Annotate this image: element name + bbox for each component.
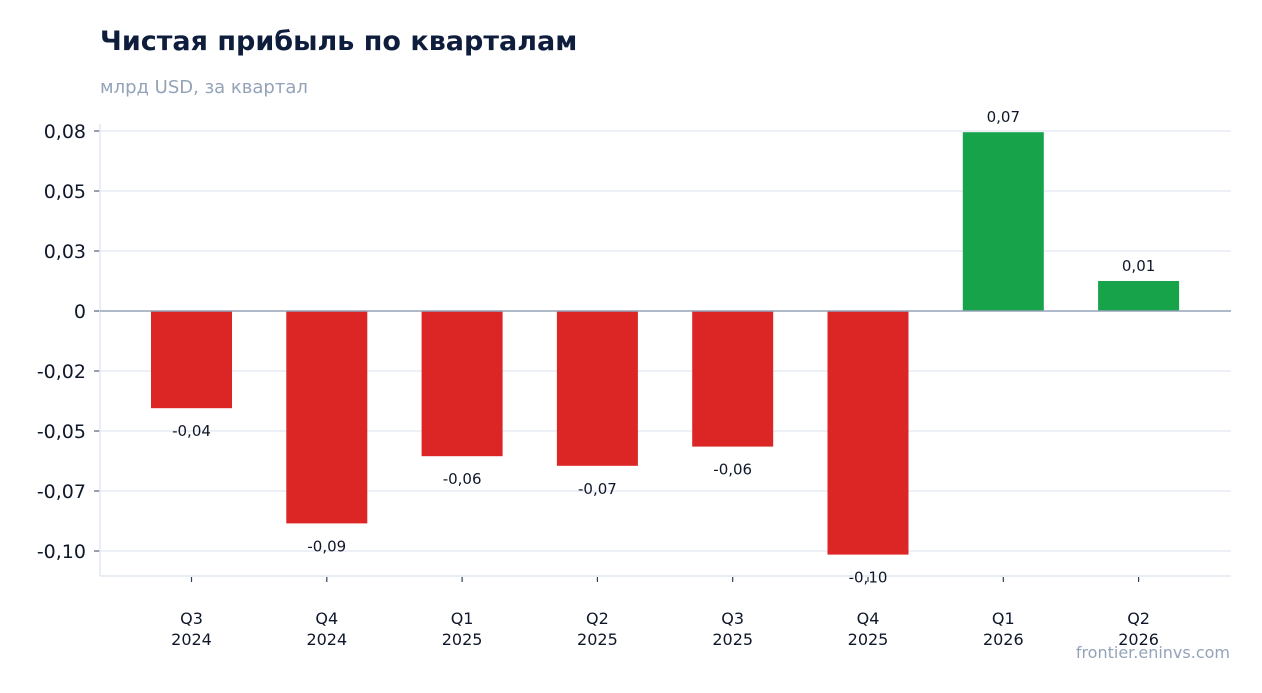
bars [151,132,1180,555]
x-tick-label: Q2 [1127,609,1150,628]
x-tick-label: Q1 [992,609,1015,628]
chart-subtitle: млрд USD, за квартал [100,77,308,98]
x-tick-label-year: 2026 [1118,630,1159,649]
data-label: -0,07 [578,480,617,498]
bar [556,311,638,466]
bar [286,311,368,524]
chart-title: Чистая прибыль по кварталам [100,26,578,57]
x-tick-label-year: 2025 [442,630,483,649]
bar [1098,281,1180,311]
watermark: frontier.eninvs.com [1075,643,1230,662]
bar [151,311,232,409]
y-tick-label: -0,02 [37,361,86,383]
x-tick-label: Q1 [451,609,474,628]
x-tick-label-year: 2026 [983,630,1024,649]
x-tick-label: Q3 [180,609,203,628]
data-label: -0,09 [307,537,346,555]
x-tick-label-year: 2025 [577,630,618,649]
bar [827,311,909,555]
y-tick-label: 0 [74,301,86,323]
grid-lines [100,130,1231,552]
x-tick-label: Q2 [586,609,609,628]
data-labels: -0,04 -0,09 -0,06 -0,07 -0,06 -0,10 0,07 0,01 [100,108,1231,587]
x-tick-label-year: 2025 [712,630,753,649]
bar [421,311,503,457]
data-label: -0,06 [443,470,482,488]
x-tick-label: Q4 [857,609,880,628]
y-tick-label: 0,03 [44,241,86,263]
axes: 0,08 0,05 0,03 0 -0,02 -0,05 -0,07 -0,10 Q3 2024 Q… [37,121,1231,649]
data-label: -0,06 [713,461,752,479]
x-tick-label: Q4 [315,609,338,628]
y-tick-label: -0,05 [37,421,86,443]
data-label: -0,04 [172,422,211,440]
x-tick-label-year: 2025 [848,630,889,649]
x-tick-label-year: 2024 [171,630,212,649]
data-label: 0,07 [987,108,1020,126]
bar [692,311,774,447]
data-label: 0,01 [1122,257,1155,275]
y-tick-label: -0,10 [37,541,86,563]
bar [962,132,1044,311]
y-tick-label: -0,07 [37,481,86,503]
x-tick-label-year: 2024 [306,630,347,649]
y-tick-label: 0,08 [44,121,86,143]
data-label: -0,10 [849,569,888,587]
y-tick-label: 0,05 [44,181,86,203]
x-tick-label: Q3 [721,609,744,628]
